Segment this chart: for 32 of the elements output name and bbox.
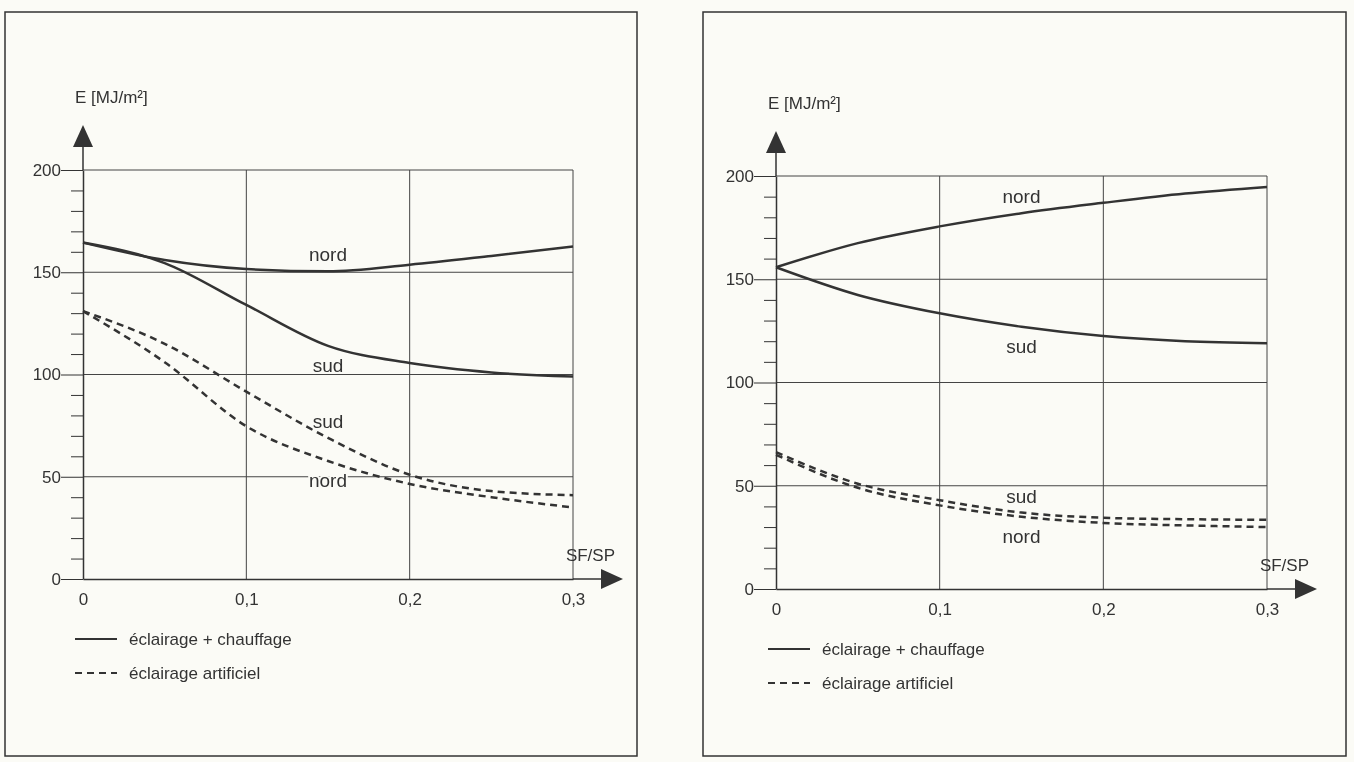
x-tick-label: 0: [771, 600, 782, 620]
x-axis-title: SF/SP: [1259, 556, 1309, 575]
y-tick-label: 150: [32, 263, 61, 283]
y-tick-label: 150: [725, 270, 754, 290]
y-tick-label: 50: [735, 476, 754, 496]
y-tick-label: 100: [725, 373, 754, 393]
x-tick-label: 0,3: [1255, 600, 1280, 620]
x-tick-label: 0,1: [235, 590, 259, 610]
series-label: nord: [308, 244, 348, 266]
y-axis-title: E [MJ/m²]: [75, 88, 148, 107]
text: éclairage artificiel: [822, 674, 954, 693]
x-tick-label: 0: [78, 590, 89, 610]
y-tick-label: 0: [51, 569, 61, 589]
text: éclairage artificiel: [129, 664, 261, 683]
x-tick-label: 0,3: [561, 590, 586, 610]
x-tick-label: 0,1: [928, 600, 952, 620]
text: éclairage + chauffage: [822, 640, 985, 659]
y-tick-label: 100: [32, 365, 61, 385]
series-label: nord: [1002, 186, 1041, 208]
y-tick-label: 200: [32, 160, 61, 180]
series-label: sud: [312, 410, 344, 432]
x-tick-label: 0,2: [1092, 600, 1116, 620]
y-axis-title: E [MJ/m²]: [768, 94, 841, 113]
series-label: sud: [312, 354, 344, 376]
text: éclairage + chauffage: [129, 630, 292, 649]
y-tick-label: 50: [42, 467, 61, 487]
series-label: sud: [1006, 335, 1037, 357]
series-label: sud: [1006, 485, 1037, 507]
x-tick-label: 0,2: [398, 590, 422, 610]
x-axis-title: SF/SP: [565, 546, 615, 565]
y-tick-label: 200: [725, 166, 754, 186]
series-label: nord: [1002, 525, 1041, 547]
